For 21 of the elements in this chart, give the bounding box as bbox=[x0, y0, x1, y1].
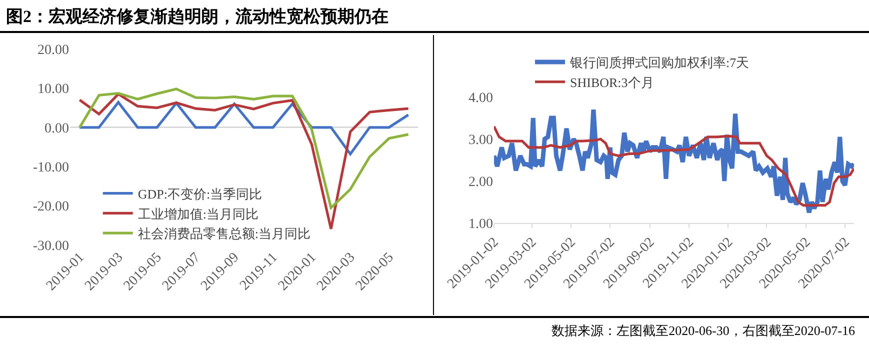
y-tick-label: 2.00 bbox=[468, 174, 493, 190]
line-series bbox=[78, 88, 410, 210]
y-tick-label: 1.00 bbox=[468, 216, 493, 232]
line-series bbox=[494, 125, 854, 207]
legend-label: GDP:不变价:当季同比 bbox=[138, 186, 262, 202]
legend-label: 社会消费品零售总额:当月同比 bbox=[138, 226, 310, 242]
legend-label: 银行间质押式回购加权利率:7天 bbox=[569, 55, 750, 70]
y-tick-label: 4.00 bbox=[468, 90, 493, 106]
y-tick-label: -30.00 bbox=[32, 238, 69, 254]
source-note: 数据来源：左图截至2020-06-30，右图截至2020-07-16 bbox=[0, 316, 869, 345]
y-tick-label: -20.00 bbox=[32, 200, 69, 215]
line-series bbox=[494, 107, 854, 215]
y-tick-label: 20.00 bbox=[38, 42, 69, 58]
y-tick-label: -10.00 bbox=[32, 160, 69, 176]
chart-title: 图2：宏观经济修复渐趋明朗，流动性宽松预期仍在 bbox=[0, 0, 869, 33]
y-tick-label: 0.00 bbox=[44, 121, 69, 136]
y-tick-label: 10.00 bbox=[38, 82, 69, 98]
y-tick-label: 3.00 bbox=[468, 132, 493, 148]
legend-label: SHIBOR:3个月 bbox=[570, 74, 654, 90]
line-series bbox=[78, 101, 410, 156]
legend-label: 工业增加值:当月同比 bbox=[138, 206, 258, 222]
